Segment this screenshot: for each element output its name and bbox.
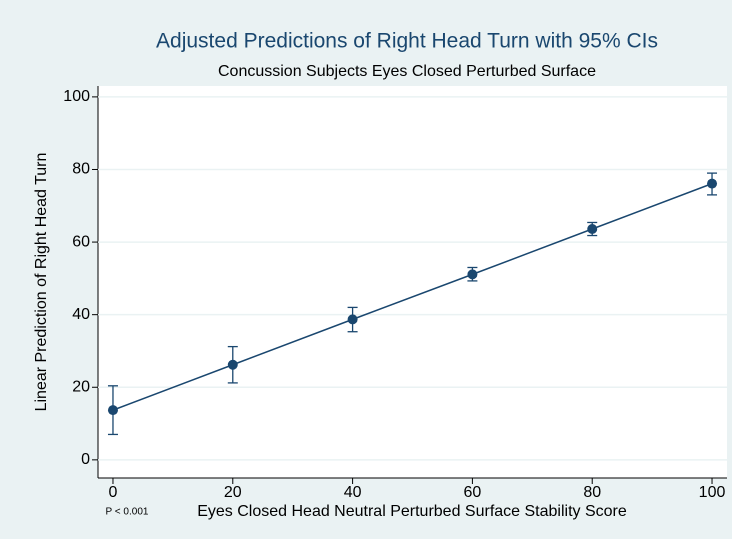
annotation: P < 0.001 — [106, 507, 149, 518]
x-tick-label: 20 — [224, 484, 242, 501]
y-tick-label: 60 — [72, 233, 90, 250]
marker — [107, 405, 118, 416]
y-tick-label: 100 — [63, 88, 90, 105]
y-tick-label: 0 — [81, 451, 90, 468]
x-tick-label: 80 — [583, 484, 601, 501]
marker — [707, 178, 718, 189]
y-tick-label: 20 — [72, 378, 90, 395]
y-tick-label: 80 — [72, 161, 90, 178]
plot-area — [98, 86, 727, 478]
x-tick-label: 60 — [464, 484, 482, 501]
x-tick-label: 100 — [699, 484, 726, 501]
y-axis-label: Linear Prediction of Right Head Turn — [33, 153, 50, 412]
y-tick-label: 40 — [72, 306, 90, 323]
chart-title: Adjusted Predictions of Right Head Turn … — [156, 30, 658, 53]
x-tick-label: 0 — [109, 484, 118, 501]
line — [112, 182, 713, 411]
marker — [227, 359, 238, 370]
marker — [467, 269, 478, 280]
x-tick-label: 40 — [344, 484, 362, 501]
chart-subtitle: Concussion Subjects Eyes Closed Perturbe… — [218, 63, 596, 80]
marker — [347, 314, 358, 325]
marker — [587, 224, 598, 235]
x-axis-label: Eyes Closed Head Neutral Perturbed Surfa… — [197, 503, 627, 520]
